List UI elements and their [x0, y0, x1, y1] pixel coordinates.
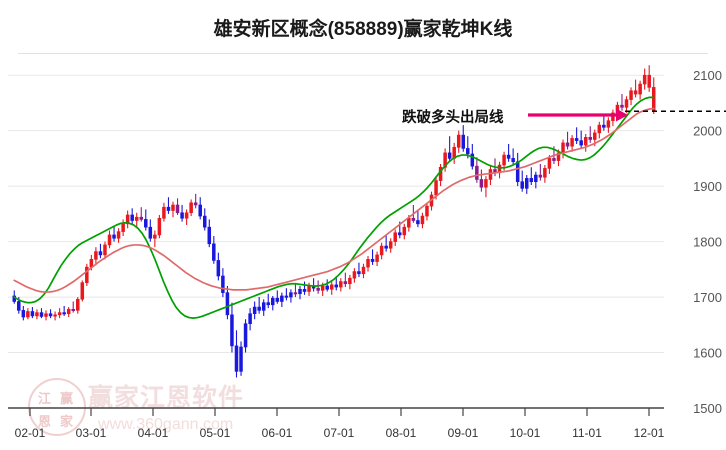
seal-char-2: 赢: [60, 391, 74, 406]
svg-text:1900: 1900: [693, 179, 722, 194]
x-axis-labels: 02-01 03-01 04-01 05-01 06-01 07-01 08-01 09-01…: [15, 426, 665, 440]
svg-text:05-01: 05-01: [200, 426, 231, 440]
annotation-arrow: [528, 108, 628, 122]
svg-text:09-01: 09-01: [448, 426, 479, 440]
candlestick-series: [12, 65, 656, 378]
gridlines: [8, 74, 664, 409]
svg-text:2100: 2100: [693, 68, 722, 83]
svg-text:04-01: 04-01: [138, 426, 169, 440]
svg-text:03-01: 03-01: [76, 426, 107, 440]
svg-text:06-01: 06-01: [262, 426, 293, 440]
svg-text:07-01: 07-01: [324, 426, 355, 440]
header-divider: [18, 53, 708, 54]
svg-text:1600: 1600: [693, 346, 722, 361]
svg-text:1500: 1500: [693, 401, 722, 416]
annotation-label: 跌破多头出局线: [402, 110, 504, 126]
seal-char-3: 恩: [38, 414, 52, 429]
svg-text:1800: 1800: [693, 235, 722, 250]
seal-char-1: 江: [38, 391, 52, 406]
svg-text:02-01: 02-01: [15, 426, 46, 440]
watermark-url: www.360gann.com: [98, 416, 234, 433]
svg-text:1700: 1700: [693, 290, 722, 305]
seal-char-4: 家: [60, 414, 74, 429]
svg-text:08-01: 08-01: [386, 426, 417, 440]
page-title: 雄安新区概念(858889)赢家乾坤K线: [213, 19, 513, 40]
watermark-seal-logo: 江 赢 恩 家: [28, 378, 86, 436]
svg-text:2000: 2000: [693, 124, 722, 139]
svg-text:12-01: 12-01: [634, 426, 665, 440]
svg-text:11-01: 11-01: [572, 426, 602, 440]
svg-text:10-01: 10-01: [510, 426, 541, 440]
x-axis: [8, 407, 664, 416]
moving-average-lines: [13, 96, 655, 319]
y-axis-labels: 1500 1600 1700 1800 1900 2000 2100: [693, 68, 722, 416]
